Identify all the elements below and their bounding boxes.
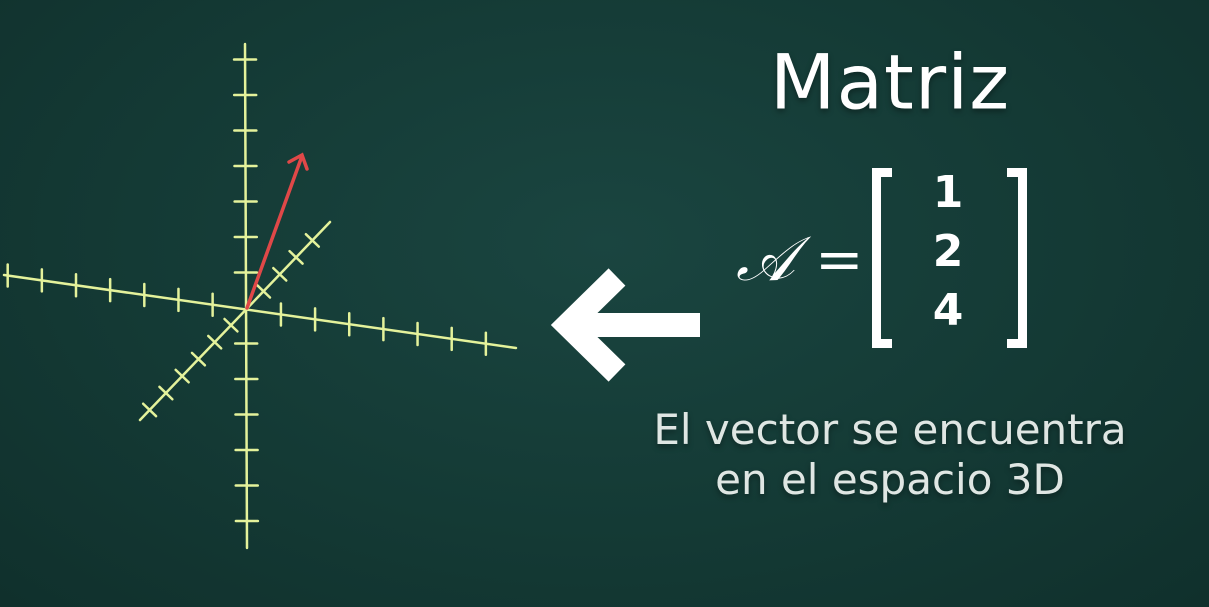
matrix-right-bracket — [1007, 168, 1027, 348]
depth-axis-tick — [141, 402, 158, 418]
matrix-left-bracket — [872, 168, 892, 348]
matrix-entry: 1 — [932, 167, 964, 218]
depth-axis-tick — [288, 249, 304, 265]
depth-axis-tick — [223, 317, 239, 333]
left-arrow-icon — [550, 268, 700, 382]
caption: El vector se encuentra en el espacio 3D — [580, 405, 1200, 505]
depth-axis-tick — [272, 266, 288, 282]
matrix-entry: 2 — [932, 226, 964, 277]
matrix-entries: 1 2 4 — [900, 163, 996, 340]
depth-axis-tick — [255, 283, 272, 299]
depth-axis-tick — [190, 351, 207, 367]
depth-axis-tick — [174, 368, 190, 384]
caption-line-2: en el espacio 3D — [715, 455, 1065, 504]
depth-axis-tick — [206, 334, 223, 350]
matrix-entry: 4 — [932, 285, 964, 336]
depth-axis — [138, 220, 332, 422]
horizontal-axis — [2, 273, 518, 350]
depth-axis-tick — [158, 385, 174, 401]
matrix-symbol: 𝒜 — [736, 222, 795, 295]
vector-arrow — [245, 152, 309, 310]
depth-axis-tick — [304, 232, 321, 248]
caption-line-1: El vector se encuentra — [653, 405, 1127, 454]
title: Matriz — [769, 37, 1011, 127]
equals-sign: = — [815, 225, 864, 293]
vertical-axis — [243, 42, 249, 550]
